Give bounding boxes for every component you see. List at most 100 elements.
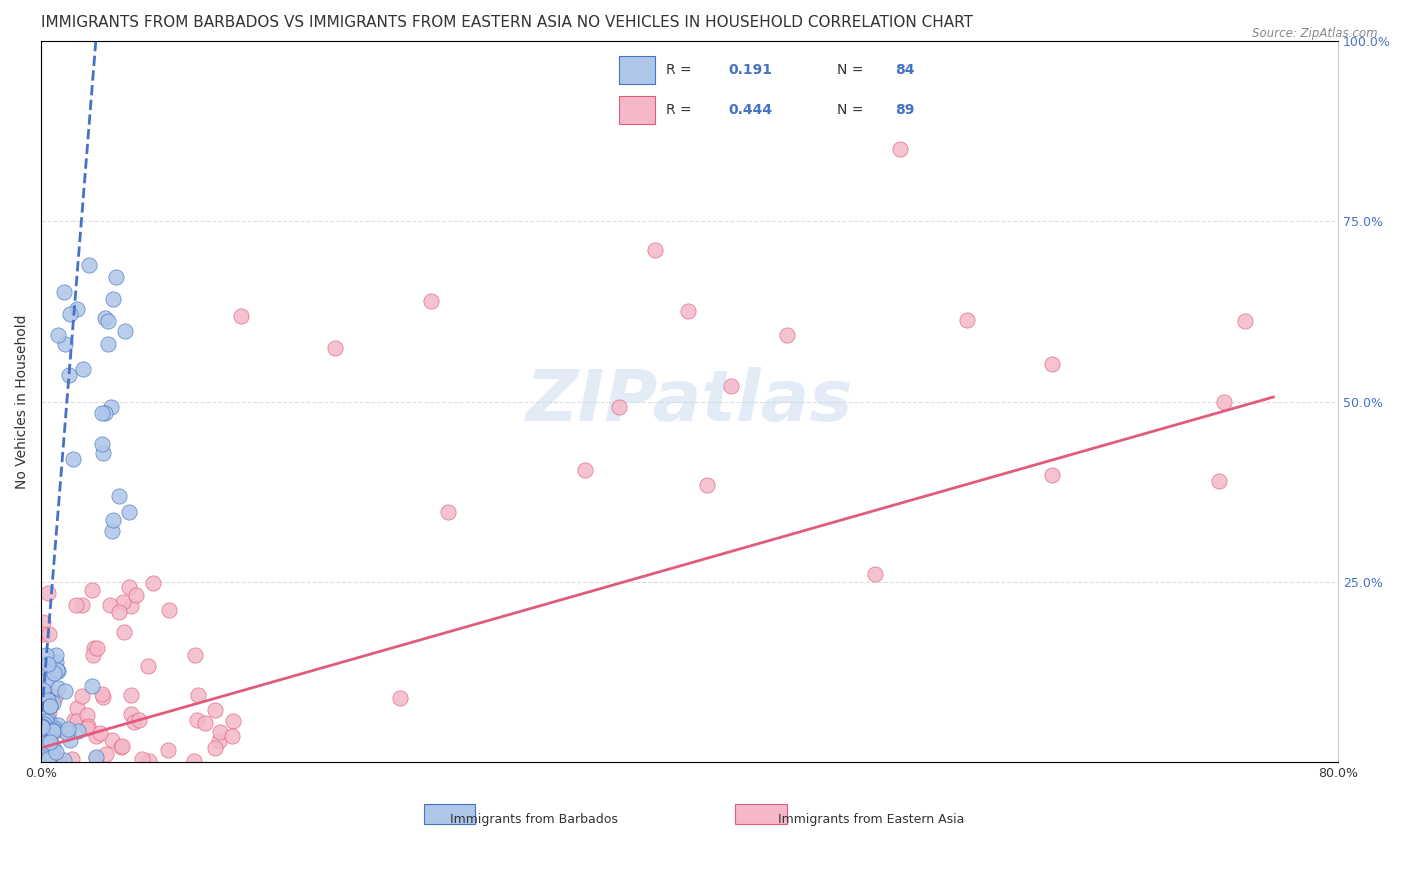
Point <box>1040 468 1063 483</box>
Point <box>91 690 114 704</box>
Point <box>42 739 65 754</box>
Point <box>120 599 142 614</box>
Point <box>204 741 226 756</box>
Point <box>38 717 60 731</box>
Point <box>184 648 207 662</box>
Point <box>52 753 75 767</box>
Point <box>94 405 117 419</box>
Point <box>120 688 142 702</box>
Point <box>97 337 120 351</box>
Point <box>46 723 69 737</box>
Point <box>46 663 69 677</box>
Point <box>101 732 124 747</box>
Point <box>607 400 630 414</box>
Point <box>1234 314 1257 328</box>
Point <box>37 696 59 710</box>
Point <box>31 720 53 734</box>
Point <box>183 754 205 768</box>
Point <box>52 285 75 299</box>
Point <box>34 741 56 756</box>
Point <box>34 737 56 751</box>
Point <box>63 714 86 728</box>
Point <box>39 750 62 764</box>
Point <box>46 664 69 678</box>
Point <box>39 735 62 749</box>
Point <box>37 752 59 766</box>
Point <box>89 726 111 740</box>
Point <box>1213 394 1236 409</box>
Point <box>37 729 59 743</box>
Point <box>35 714 58 728</box>
Point <box>37 755 59 769</box>
Point <box>31 719 53 733</box>
Point <box>53 683 76 698</box>
Point <box>76 721 98 735</box>
Point <box>59 307 82 321</box>
Point <box>34 665 56 679</box>
Point <box>91 406 114 420</box>
Point <box>37 739 59 753</box>
Point <box>32 717 55 731</box>
Point <box>37 735 59 749</box>
Point <box>31 720 53 734</box>
Point <box>32 683 55 698</box>
Text: ZIPatlas: ZIPatlas <box>526 368 853 436</box>
Point <box>42 723 65 737</box>
Point <box>38 688 60 702</box>
Point <box>66 701 89 715</box>
Point <box>389 691 412 706</box>
Point <box>83 640 105 655</box>
Point <box>111 595 134 609</box>
Point <box>696 478 718 492</box>
Point <box>72 362 94 376</box>
Point <box>46 681 69 695</box>
Point <box>66 302 89 317</box>
Point <box>67 723 90 738</box>
Point <box>31 726 53 740</box>
Point <box>91 437 114 451</box>
Point <box>32 716 55 731</box>
Point <box>59 733 82 747</box>
Point <box>35 721 58 735</box>
Point <box>37 673 59 687</box>
Point <box>93 310 115 325</box>
Point <box>46 327 69 342</box>
Point <box>128 713 150 727</box>
Point <box>76 719 98 733</box>
Point <box>187 689 209 703</box>
Point <box>84 729 107 743</box>
Point <box>86 641 108 656</box>
Y-axis label: No Vehicles in Household: No Vehicles in Household <box>15 314 30 489</box>
Point <box>39 733 62 747</box>
Point <box>90 687 112 701</box>
Point <box>56 722 79 736</box>
Point <box>108 489 131 503</box>
Point <box>82 648 104 662</box>
Point <box>45 750 67 764</box>
Point <box>120 707 142 722</box>
FancyBboxPatch shape <box>735 804 787 823</box>
Point <box>44 690 66 704</box>
Point <box>31 712 53 726</box>
Point <box>93 446 115 460</box>
Point <box>56 726 79 740</box>
Text: Immigrants from Eastern Asia: Immigrants from Eastern Asia <box>778 813 965 826</box>
Point <box>142 576 165 591</box>
Point <box>124 714 146 729</box>
Point <box>39 741 62 756</box>
Point <box>208 734 231 748</box>
Point <box>644 243 666 257</box>
Point <box>118 580 141 594</box>
Point <box>776 327 799 342</box>
Point <box>72 598 94 612</box>
Point <box>112 625 135 640</box>
Point <box>98 598 121 612</box>
Point <box>131 752 153 766</box>
Point <box>45 648 67 662</box>
Point <box>35 746 58 760</box>
Point <box>34 648 56 663</box>
Point <box>437 505 460 519</box>
Point <box>865 567 887 582</box>
Point <box>186 713 208 727</box>
Point <box>37 712 59 726</box>
